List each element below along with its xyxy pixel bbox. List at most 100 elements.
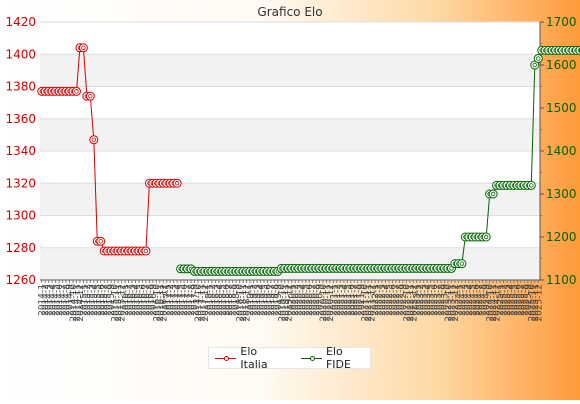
- x-tick-label: 2022-5: [385, 284, 395, 316]
- x-tick-label: 2016-2: [125, 284, 135, 316]
- y-left-tick-label: 1260: [5, 273, 36, 287]
- x-tick-label: 2015-4: [90, 284, 100, 316]
- data-point-inner: [529, 183, 534, 188]
- data-point-inner: [536, 56, 541, 61]
- x-tick-label: 2015-1: [79, 284, 89, 316]
- x-tick-label: 2018-7: [225, 284, 235, 316]
- data-point: [78, 43, 88, 53]
- x-tick-label: 2015-8: [104, 284, 114, 316]
- data-point-inner: [459, 261, 465, 266]
- x-tick-label: 2023-7: [434, 284, 444, 316]
- legend-item-elo-italia[interactable]: Elo Italia: [215, 345, 287, 371]
- x-tick-label: 2018-3: [211, 284, 221, 316]
- y-left-tick-label: 1340: [5, 144, 36, 158]
- data-point: [85, 91, 95, 101]
- x-tick-label: 2020-6: [305, 284, 315, 316]
- y-right-tick-label: 1200: [546, 230, 577, 244]
- grid-lines: [40, 21, 540, 281]
- x-tick-label: 2024-6: [472, 284, 482, 316]
- y-axis-left: 1260 1280 1300 1320 1340 1360 1380 1400 1420: [5, 15, 36, 287]
- data-point: [141, 246, 151, 256]
- x-tick-label: 2024-5: [468, 284, 478, 316]
- x-tick-label: 2016-5: [135, 284, 145, 316]
- x-tick-label: 2024-8: [479, 284, 489, 316]
- x-tick-label: 2023-5: [427, 284, 437, 316]
- x-tick-label: 2019-12: [284, 284, 294, 322]
- x-tick-label: 2019-4: [256, 284, 266, 316]
- x-tick-label: 2021-4: [340, 284, 350, 316]
- x-tick-label: 2020-1: [288, 284, 298, 316]
- data-point: [96, 236, 106, 246]
- x-tick-label: 2021-9: [357, 284, 367, 316]
- y-left-tick-label: 1320: [5, 176, 36, 190]
- x-tick-label: 2017-8: [187, 284, 197, 316]
- x-tick-label: 2020-10: [319, 284, 329, 322]
- data-point: [533, 54, 543, 64]
- x-tick-label: 2018-1: [204, 284, 214, 316]
- x-tick-label: 2019-1: [246, 284, 256, 316]
- x-tick-label: 2023-12: [451, 284, 461, 322]
- x-tick-label: 2015-7: [100, 284, 110, 316]
- x-tick-label: 2022-12: [409, 284, 419, 322]
- x-tick-label: 2014-7: [59, 284, 69, 316]
- x-tick-label: 2021-12: [368, 284, 378, 322]
- y-right-tick-label: 1600: [546, 58, 577, 72]
- x-tick-label: 2020-5: [302, 284, 312, 316]
- x-tick-label: 2019-7: [267, 284, 277, 316]
- y-left-tick-label: 1420: [5, 15, 36, 29]
- x-tick-label: 2015-2: [83, 284, 93, 316]
- x-tick-label: 2020-7: [309, 284, 319, 316]
- x-tick-label: 2025-11: [531, 284, 541, 322]
- data-point: [488, 189, 498, 199]
- x-tick-label: 2015-3: [86, 284, 96, 316]
- data-point: [71, 86, 81, 96]
- x-tick-label: 2017-7: [184, 284, 194, 316]
- data-point-inner: [490, 191, 496, 197]
- x-tick-label: 2018-11: [239, 284, 249, 322]
- x-tick-label: 2020-3: [295, 284, 305, 316]
- x-tick-label: 2018-2: [208, 284, 218, 316]
- x-tick-label: 2016-12: [159, 284, 169, 322]
- x-tick-label: 2022-3: [378, 284, 388, 316]
- x-tick-label: 2021-3: [336, 284, 346, 316]
- data-point: [89, 135, 99, 145]
- x-tick-label: 2015-10: [111, 284, 121, 322]
- x-tick-label: 2017-1: [163, 284, 173, 316]
- data-point-inner: [81, 45, 86, 50]
- legend-item-elo-fide[interactable]: Elo FIDE: [300, 345, 370, 371]
- x-tick-label: 2022-10: [402, 284, 412, 322]
- x-tick-label: 2019-6: [263, 284, 273, 316]
- y-right-tick-label: 1100: [546, 273, 577, 287]
- x-tick-label: 2018-5: [218, 284, 228, 316]
- x-tick-label: 2025-1: [496, 284, 506, 316]
- x-tick-label: 2023-11: [447, 284, 457, 322]
- x-tick-label: 2021-6: [347, 284, 357, 316]
- x-tick-label: 2024-3: [461, 284, 471, 316]
- data-point-inner: [483, 234, 489, 240]
- x-tick-label: 2022-8: [395, 284, 405, 316]
- data-point-inner: [91, 137, 97, 142]
- data-point: [481, 232, 491, 242]
- x-tick-label: 2017-6: [180, 284, 190, 316]
- x-tick-label: 2021-11: [364, 284, 374, 322]
- x-tick-label: 2021-8: [354, 284, 364, 316]
- x-tick-label: 2020-8: [312, 284, 322, 316]
- y-left-tick-label: 1400: [5, 47, 36, 61]
- y-left-tick-label: 1360: [5, 112, 36, 126]
- x-tick-label: 2020-9: [316, 284, 326, 316]
- x-tick-label: 2014-9: [66, 284, 76, 316]
- x-tick-label: 2020-4: [298, 284, 308, 316]
- y-axis-right: 1100 1200 1300 1400 1500 1600 1700: [539, 15, 577, 287]
- x-tick-label: 2021-2: [333, 284, 343, 316]
- x-tick-label: 2022-11: [406, 284, 416, 322]
- x-tick-label: 2016-1: [121, 284, 131, 316]
- x-tick-label: 2019-11: [281, 284, 291, 322]
- x-tick-label: 2016-8: [145, 284, 155, 316]
- x-tick-label: 2015-5: [93, 284, 103, 316]
- y-right-tick-label: 1500: [546, 101, 577, 115]
- y-left-tick-label: 1300: [5, 209, 36, 223]
- x-tick-label: 2024-2: [458, 284, 468, 316]
- y-left-tick-label: 1380: [5, 80, 36, 94]
- x-tick-label: 2015-12: [118, 284, 128, 322]
